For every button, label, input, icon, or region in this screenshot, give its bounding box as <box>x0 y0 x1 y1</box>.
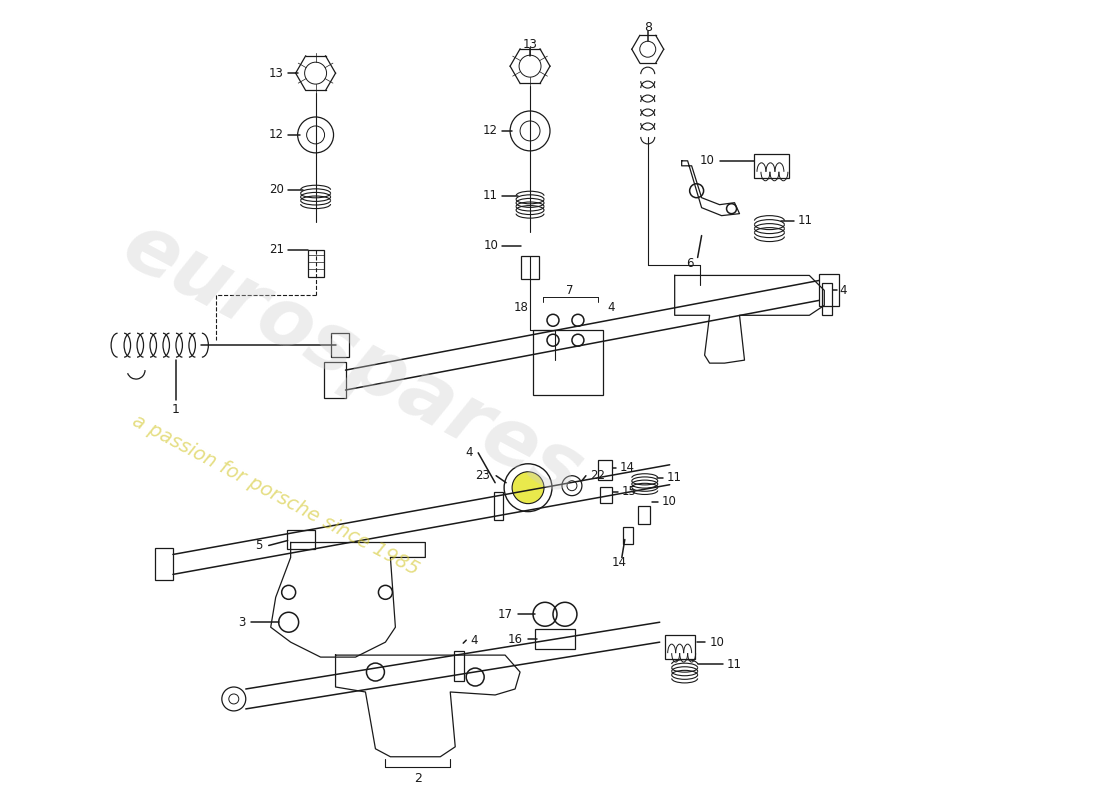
Bar <box>598 460 612 480</box>
Bar <box>638 506 650 523</box>
Text: 2: 2 <box>414 772 421 785</box>
Bar <box>308 250 323 278</box>
Bar <box>664 635 694 659</box>
Bar <box>521 255 539 279</box>
Text: 1: 1 <box>172 403 180 417</box>
Bar <box>494 492 503 519</box>
Text: 10: 10 <box>483 239 498 252</box>
Text: 14: 14 <box>612 556 626 569</box>
Text: 5: 5 <box>255 539 263 552</box>
Text: 4: 4 <box>608 301 615 314</box>
Text: 20: 20 <box>268 183 284 196</box>
Text: 8: 8 <box>644 21 652 34</box>
Text: 11: 11 <box>483 190 498 202</box>
Text: 23: 23 <box>475 470 491 482</box>
Bar <box>755 154 790 178</box>
Text: 4: 4 <box>839 284 847 297</box>
Text: 21: 21 <box>268 243 284 256</box>
Bar <box>534 330 603 395</box>
Text: 10: 10 <box>700 154 715 167</box>
Text: eurospares: eurospares <box>110 206 595 514</box>
Text: 7: 7 <box>566 284 574 297</box>
Text: 3: 3 <box>239 616 245 629</box>
Bar <box>323 362 345 398</box>
Text: 11: 11 <box>727 658 741 670</box>
Text: 11: 11 <box>667 471 682 484</box>
Text: 15: 15 <box>621 485 637 498</box>
Text: 12: 12 <box>483 125 498 138</box>
Text: 4: 4 <box>470 634 477 646</box>
Text: 22: 22 <box>590 470 605 482</box>
Text: 13: 13 <box>268 66 284 80</box>
Text: 6: 6 <box>686 257 693 270</box>
Text: 16: 16 <box>508 633 524 646</box>
Bar <box>623 526 632 545</box>
Circle shape <box>513 472 544 504</box>
Text: 10: 10 <box>710 636 725 649</box>
Bar <box>535 630 575 649</box>
Text: 10: 10 <box>662 495 676 508</box>
Text: 18: 18 <box>514 301 528 314</box>
Bar <box>287 530 315 550</box>
Text: 4: 4 <box>465 446 473 459</box>
Text: 17: 17 <box>498 608 513 621</box>
Text: 14: 14 <box>619 462 635 474</box>
Bar <box>600 486 612 502</box>
Bar <box>823 283 833 315</box>
Bar <box>820 274 839 306</box>
Text: a passion for porsche since 1985: a passion for porsche since 1985 <box>129 412 422 580</box>
Bar <box>155 549 173 580</box>
Bar <box>454 651 464 681</box>
Text: 12: 12 <box>268 129 284 142</box>
Text: 13: 13 <box>522 38 538 50</box>
Bar <box>331 334 349 357</box>
Text: 11: 11 <box>798 214 813 227</box>
